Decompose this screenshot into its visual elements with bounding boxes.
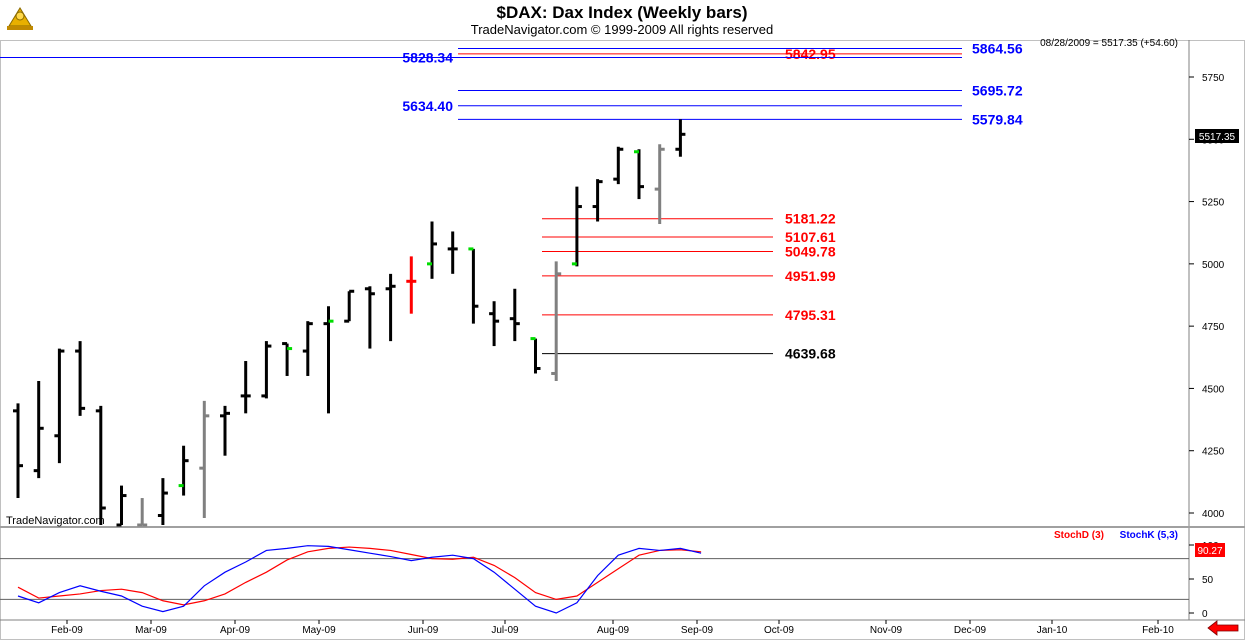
weekly-bar bbox=[385, 273, 396, 342]
level-label: 5864.56 bbox=[972, 40, 1023, 56]
weekly-bar bbox=[323, 306, 334, 414]
weekly-bar bbox=[95, 405, 106, 525]
weekly-bar bbox=[364, 286, 375, 349]
stoch-value: 90.27 bbox=[1197, 546, 1222, 557]
date-axis: Feb-09 Mar-09 Apr-09 May-09 Jun-09 Jul-09 Aug-… bbox=[51, 620, 1174, 636]
price-tick-label: 4000 bbox=[1202, 509, 1225, 520]
date-label: Mar-09 bbox=[135, 625, 167, 636]
date-label: Feb-09 bbox=[51, 625, 83, 636]
weekly-bar bbox=[178, 445, 189, 496]
price-tag-value: 5517.35 bbox=[1199, 132, 1236, 143]
level-label: 4951.99 bbox=[785, 268, 836, 284]
level-label: 5828.34 bbox=[402, 49, 453, 65]
scroll-left-arrow-icon[interactable] bbox=[1207, 620, 1239, 636]
weekly-bar bbox=[344, 289, 355, 323]
chart-frame bbox=[0, 40, 1245, 640]
weekly-bar bbox=[592, 179, 603, 222]
weekly-bar bbox=[116, 485, 127, 527]
chart-title: $DAX: Dax Index (Weekly bars) bbox=[497, 3, 748, 22]
level-label: 5049.78 bbox=[785, 243, 836, 259]
price-tick-label: 5250 bbox=[1202, 198, 1225, 209]
date-label: Jul-09 bbox=[491, 625, 519, 636]
weekly-bar bbox=[240, 361, 251, 414]
date-label: Oct-09 bbox=[764, 625, 794, 636]
weekly-bar bbox=[220, 405, 230, 456]
weekly-bar bbox=[75, 341, 86, 416]
price-tick-label: 4250 bbox=[1202, 447, 1225, 458]
date-label: Aug-09 bbox=[597, 625, 630, 636]
weekly-bar bbox=[137, 498, 148, 527]
weekly-bar bbox=[427, 221, 437, 279]
stoch-value-tag: 90.27 bbox=[1195, 543, 1225, 557]
weekly-bar bbox=[282, 342, 293, 376]
weekly-bar bbox=[54, 348, 65, 464]
date-label: Feb-10 bbox=[1142, 625, 1174, 636]
weekly-bar bbox=[571, 186, 582, 267]
weekly-bar bbox=[199, 400, 210, 518]
trade-navigator-logo-icon bbox=[3, 3, 37, 33]
date-label: Jan-10 bbox=[1037, 625, 1068, 636]
level-label: 5634.40 bbox=[402, 98, 453, 114]
price-tick-label: 4750 bbox=[1202, 322, 1225, 333]
bars-layer bbox=[13, 119, 686, 527]
date-label: Sep-09 bbox=[681, 625, 714, 636]
date-label: May-09 bbox=[302, 625, 336, 636]
level-label: 5842.95 bbox=[785, 46, 836, 62]
watermark: TradeNavigator.com bbox=[6, 515, 105, 527]
price-tick-label: 5750 bbox=[1202, 73, 1225, 84]
level-label: 5107.61 bbox=[785, 229, 836, 245]
weekly-bar bbox=[13, 403, 23, 499]
weekly-bar bbox=[530, 337, 541, 374]
chart-subtitle: TradeNavigator.com © 1999-2009 All right… bbox=[471, 22, 773, 37]
stoch-line-k bbox=[17, 545, 702, 614]
price-tick-label: 4500 bbox=[1202, 384, 1225, 395]
weekly-bar bbox=[613, 146, 624, 185]
weekly-bar bbox=[447, 231, 458, 274]
date-label: Apr-09 bbox=[220, 625, 250, 636]
price-tick-label: 5000 bbox=[1202, 260, 1225, 271]
date-label: Dec-09 bbox=[954, 625, 987, 636]
weekly-bar bbox=[302, 321, 313, 376]
weekly-bar bbox=[157, 478, 168, 525]
weekly-bar bbox=[33, 380, 44, 479]
level-label: 4639.68 bbox=[785, 346, 836, 362]
level-label: 5181.22 bbox=[785, 211, 836, 227]
weekly-bar bbox=[406, 256, 417, 314]
weekly-bar bbox=[634, 149, 644, 200]
stochastic-pane: 050100 bbox=[0, 541, 1219, 620]
weekly-bar bbox=[489, 301, 500, 347]
stoch-tick-label: 50 bbox=[1202, 575, 1214, 586]
weekly-bar bbox=[261, 341, 272, 399]
weekly-bar bbox=[468, 247, 479, 324]
level-label: 5579.84 bbox=[972, 111, 1023, 127]
level-label: 4795.31 bbox=[785, 307, 836, 323]
stochD-legend: StochD (3) bbox=[1054, 530, 1104, 541]
level-label: 5695.72 bbox=[972, 83, 1023, 99]
last-bar-info: 08/28/2009 = 5517.35 (+54.60) bbox=[1040, 38, 1178, 49]
price-tag: 5517.35 bbox=[1195, 129, 1239, 143]
levels-layer: 5864.56 5842.95 5828.34 5695.72 5634.40 5579.… bbox=[0, 40, 1023, 362]
weekly-bar bbox=[551, 261, 562, 381]
weekly-bar bbox=[509, 288, 520, 342]
weekly-bar bbox=[654, 144, 665, 224]
stochK-legend: StochK (5,3) bbox=[1120, 530, 1178, 541]
weekly-bar bbox=[675, 119, 686, 157]
stoch-tick-label: 0 bbox=[1202, 609, 1208, 620]
date-label: Jun-09 bbox=[408, 625, 439, 636]
date-label: Nov-09 bbox=[870, 625, 903, 636]
